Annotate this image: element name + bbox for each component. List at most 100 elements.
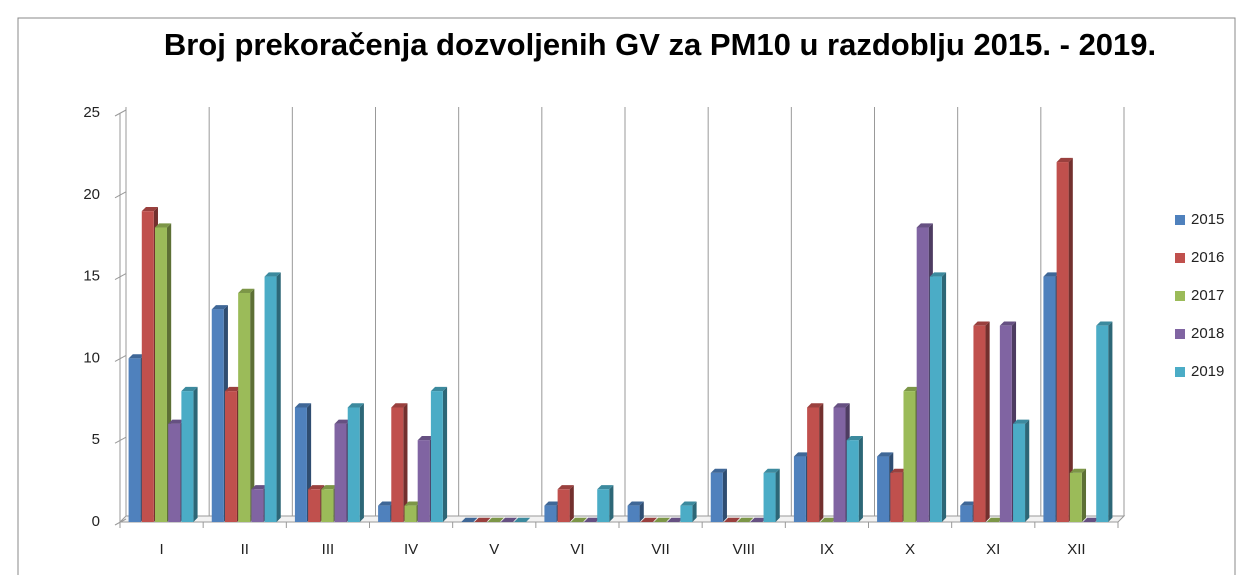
bar-front	[251, 489, 264, 522]
bar-front	[916, 227, 929, 522]
bar-top	[141, 206, 158, 212]
x-tick-label: XI	[986, 541, 1000, 558]
bar	[627, 501, 644, 522]
chart-frame	[17, 17, 1236, 575]
y-tick-label: 20	[83, 186, 100, 203]
bar-front	[334, 423, 347, 522]
bar-top	[986, 517, 1003, 522]
y-tick-label: 10	[83, 349, 100, 366]
bar	[986, 517, 1003, 522]
x-tick-label: IV	[404, 541, 418, 558]
bar-top	[391, 403, 408, 408]
bar-front	[807, 407, 820, 522]
bar	[973, 321, 990, 522]
bar-side	[775, 468, 780, 522]
legend-swatch	[1175, 367, 1185, 377]
bar-front	[973, 325, 986, 522]
bar-front	[846, 440, 859, 522]
y-tick-label: 5	[92, 431, 100, 448]
x-tick-label: VII	[651, 541, 669, 558]
bar	[391, 403, 408, 522]
bar-top	[680, 501, 697, 506]
bar-top	[544, 501, 561, 506]
bar-front	[1043, 276, 1056, 522]
bar-side	[941, 272, 947, 522]
bar	[500, 517, 518, 522]
bar-front	[1096, 325, 1109, 522]
bar-top	[154, 223, 172, 228]
bar-top	[417, 436, 434, 441]
bar-side	[722, 468, 727, 522]
bar-top	[500, 517, 518, 522]
bar-side	[819, 403, 824, 522]
x-tick-label: V	[489, 541, 499, 558]
bar-top	[710, 468, 727, 473]
bar-top	[308, 485, 325, 490]
bar	[1056, 157, 1073, 522]
bar-front	[404, 505, 417, 522]
bar-front	[877, 456, 890, 522]
bar-top	[723, 517, 741, 522]
bar-side	[250, 288, 255, 522]
bar-top	[999, 321, 1017, 326]
bar	[1013, 419, 1030, 522]
bar	[181, 386, 198, 522]
y-tick	[114, 354, 127, 362]
bar	[750, 517, 767, 522]
bar-top	[1043, 272, 1060, 277]
y-tick-label: 0	[92, 513, 100, 530]
x-tick-label: I	[159, 541, 163, 558]
bar	[487, 517, 504, 522]
y-tick-label: 25	[83, 104, 100, 121]
x-tick-label: II	[241, 541, 249, 558]
bar-top	[264, 272, 281, 277]
legend-swatch	[1175, 215, 1185, 225]
bar	[430, 386, 448, 522]
bar-top	[168, 419, 185, 424]
bar-front	[763, 472, 776, 522]
x-tick-label: X	[905, 541, 915, 558]
bar-top	[430, 386, 448, 392]
bar-top	[128, 354, 145, 359]
bar-top	[514, 517, 531, 522]
bar	[723, 517, 741, 522]
bar-front	[168, 423, 181, 522]
bar-top	[653, 517, 671, 522]
bar-top	[211, 305, 228, 310]
bar-front	[294, 407, 307, 522]
legend-swatch	[1175, 291, 1185, 301]
bar-front	[544, 505, 557, 522]
bar-top	[627, 501, 644, 506]
bar-side	[985, 321, 990, 522]
bar-top	[584, 517, 601, 522]
bar-top	[793, 452, 811, 457]
bar-front	[417, 440, 430, 522]
bar-top	[750, 517, 767, 522]
bar-front	[321, 489, 334, 522]
bar-top	[890, 468, 907, 473]
bar-top	[294, 403, 312, 408]
bar	[763, 468, 780, 522]
bar-front	[1056, 162, 1069, 522]
bar-front	[238, 292, 251, 522]
bar-top	[570, 517, 588, 522]
bar-front	[378, 505, 391, 522]
bar	[347, 403, 364, 522]
bar-top	[224, 386, 242, 392]
bar-top	[1013, 419, 1030, 424]
bar-top	[321, 485, 338, 490]
bar-side	[639, 501, 644, 522]
bar-side	[692, 501, 697, 522]
bar-top	[877, 452, 894, 457]
bar-top	[557, 485, 574, 490]
bar	[514, 517, 531, 522]
bar-front	[680, 505, 693, 522]
bar-top	[461, 517, 478, 522]
bar-top	[846, 436, 863, 441]
legend-label: 2017	[1191, 287, 1224, 304]
bar-side	[359, 403, 364, 522]
bar-top	[640, 517, 657, 522]
bar-top	[833, 403, 850, 408]
bar	[820, 517, 837, 522]
